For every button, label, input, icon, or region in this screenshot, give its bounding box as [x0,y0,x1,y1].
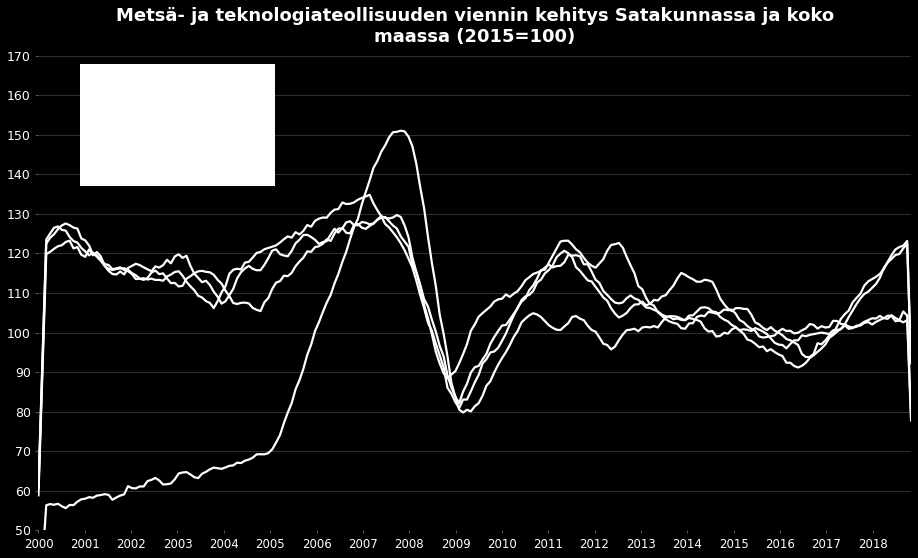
Title: Metsä- ja teknologiateollisuuden viennin kehitys Satakunnassa ja koko
maassa (20: Metsä- ja teknologiateollisuuden viennin… [116,7,834,46]
Bar [80,64,274,186]
